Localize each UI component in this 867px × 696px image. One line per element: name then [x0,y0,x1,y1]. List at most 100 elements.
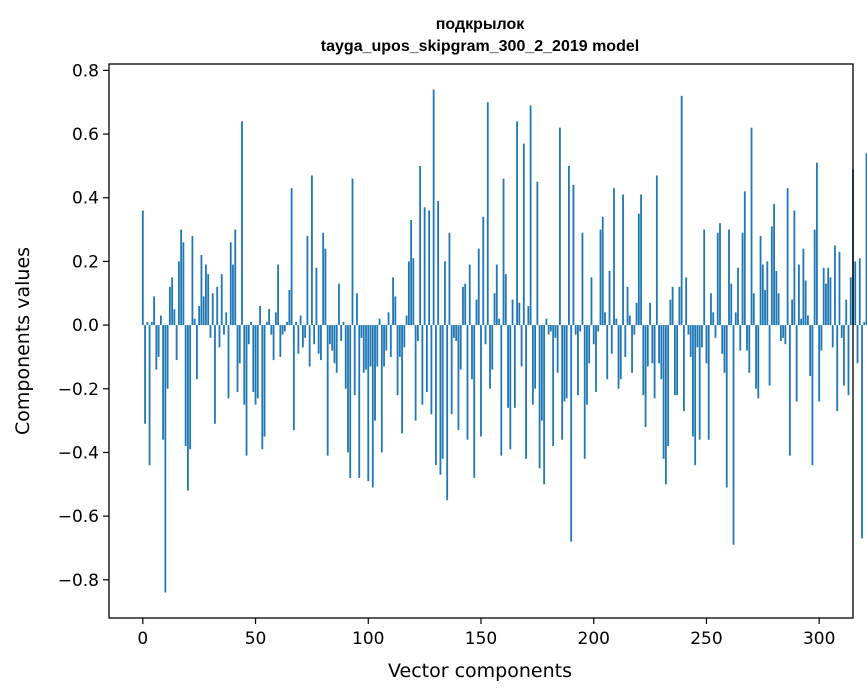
bar-128 [430,325,433,415]
bar-212 [619,325,622,380]
bar-117 [405,315,408,326]
bar-71 [301,325,304,348]
bar-207 [608,270,611,326]
bar-76 [313,325,316,345]
bar-29 [207,274,210,326]
bar-153 [486,102,489,326]
bar-224 [646,325,649,367]
bar-88 [340,325,343,341]
bar-77 [315,267,318,326]
bar-100 [367,325,370,482]
bar-314 [849,277,852,326]
bar-278 [768,325,771,386]
bar-134 [444,261,446,326]
bar-253 [712,312,715,326]
bar-36 [223,325,225,335]
bar-255 [716,232,719,326]
bar-79 [320,325,322,361]
bar-2 [146,321,149,326]
bar-216 [628,315,631,326]
bar-267 [743,191,746,326]
bar-61 [279,325,282,357]
bar-143 [464,283,467,326]
bar-42 [236,325,239,392]
bar-175 [536,181,539,326]
bar-5 [153,296,155,326]
bar-168 [520,325,523,367]
bar-258 [723,325,726,373]
bar-125 [423,207,426,326]
bar-249 [703,229,706,326]
bar-313 [847,325,850,396]
bar-17 [180,229,183,326]
bar-306 [831,325,834,348]
bar-213 [622,194,624,326]
x-tick-label: 0 [137,629,148,649]
bar-295 [807,315,809,326]
bar-204 [601,216,604,326]
bar-194 [579,325,582,332]
bar-190 [570,325,573,542]
bar-235 [671,286,674,326]
bar-54 [263,325,266,437]
bar-275 [761,264,764,326]
bar-89 [342,321,345,326]
bar-14 [173,309,176,326]
bar-261 [730,283,733,326]
bar-220 [637,213,640,326]
bar-59 [274,312,277,326]
bar-185 [559,127,561,326]
bar-271 [752,293,755,326]
bar-37 [225,312,228,326]
bar-173 [531,325,534,405]
bar-26 [200,255,203,326]
bar-184 [556,325,559,373]
bar-181 [549,325,552,332]
bar-160 [502,178,505,326]
bar-70 [299,315,302,326]
bar-232 [664,325,667,485]
bar-222 [642,325,645,396]
bar-293 [802,248,805,326]
bar-170 [525,325,527,459]
bar-56 [268,309,270,326]
bar-283 [779,325,782,341]
plot-frame [108,63,854,619]
bar-219 [635,302,638,326]
bar-304 [827,267,830,326]
bar-165 [513,325,516,408]
bar-46 [245,325,248,456]
bar-202 [597,325,600,332]
bar-154 [489,325,491,389]
bar-20 [187,325,189,491]
bar-274 [759,235,762,326]
bar-162 [507,325,509,408]
bar-294 [804,280,807,326]
bar-167 [518,302,521,326]
bar-307 [834,245,836,326]
bar-139 [455,325,458,341]
bar-198 [588,325,591,364]
bar-289 [793,210,796,326]
bar-129 [432,89,435,326]
bar-228 [655,175,658,326]
bar-286 [786,188,789,326]
bar-206 [606,325,609,380]
bar-171 [527,305,530,326]
x-tick-label: 50 [245,629,267,649]
bar-317 [856,325,859,364]
bar-137 [450,325,453,415]
bar-268 [746,325,748,351]
bar-90 [344,325,347,389]
bar-49 [252,325,255,392]
bar-62 [281,325,284,335]
bar-6 [155,325,158,370]
bar-30 [209,325,212,338]
bar-281 [775,270,778,326]
bar-64 [286,321,289,326]
x-axis-label: Vector components [388,660,572,682]
bar-284 [782,325,785,338]
bar-164 [511,299,514,326]
bar-63 [283,325,286,332]
bar-243 [689,325,692,357]
